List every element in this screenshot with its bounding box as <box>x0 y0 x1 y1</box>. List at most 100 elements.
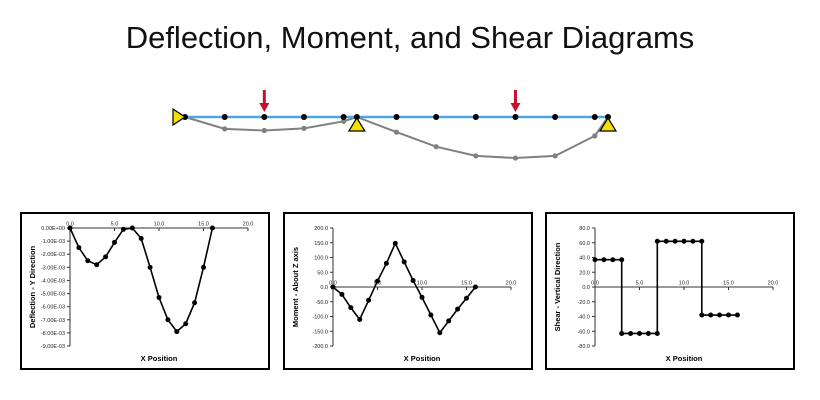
data-point <box>392 240 398 246</box>
beam-node <box>433 114 440 120</box>
data-point <box>339 291 345 297</box>
beam-node <box>552 114 559 120</box>
data-point <box>437 330 443 336</box>
data-point <box>699 238 705 244</box>
deflected-shape-node <box>393 129 400 135</box>
data-point <box>428 312 434 318</box>
y-tick-label: -40.0 <box>577 315 590 321</box>
data-point <box>455 306 461 312</box>
data-point <box>375 278 380 284</box>
y-tick-label: 0.0 <box>582 285 590 291</box>
data-point <box>174 329 180 335</box>
deflected-shape-node <box>433 144 439 150</box>
deflected-shape-node <box>341 118 347 124</box>
deflection-chart: 0.00E+00 -1.00E-03 -2.00E-03 -3.00E-03 -4.00… <box>28 222 254 364</box>
y-tick-label: 60.0 <box>579 241 590 247</box>
y-tick-label: -5.00E-03 <box>41 292 65 298</box>
page-title: Deflection, Moment, and Shear Diagrams <box>125 20 695 55</box>
x-tick-label: 20.0 <box>768 281 779 287</box>
x-tick-label: 0.0 <box>329 281 337 287</box>
data-point <box>610 257 616 263</box>
data-point <box>446 318 452 324</box>
y-tick-label: -8.00E-03 <box>41 331 65 337</box>
support-triangle <box>172 107 187 127</box>
beam-diagram <box>172 90 618 161</box>
data-point <box>654 238 660 244</box>
data-point <box>330 284 336 290</box>
y-tick-label: -7.00E-03 <box>41 318 65 324</box>
data-point <box>690 238 696 244</box>
beam-node <box>591 114 598 120</box>
data-point <box>76 245 82 251</box>
data-point <box>129 225 135 231</box>
shear-chart: 80.060.040.020.00.0-20.0-40.0-60.0-80.00… <box>553 226 779 363</box>
data-point <box>637 330 642 336</box>
x-axis-label: X Position <box>666 354 703 363</box>
data-point <box>472 284 478 290</box>
y-tick-label: -1.00E-03 <box>41 239 65 245</box>
y-tick-label: -100.0 <box>312 315 328 321</box>
data-point <box>94 262 100 268</box>
beam-node <box>393 114 400 120</box>
y-tick-label: -6.00E-03 <box>41 305 65 311</box>
data-point <box>85 258 91 264</box>
x-axis-label: X Position <box>404 354 441 363</box>
data-point <box>663 238 669 244</box>
data-point <box>112 239 117 245</box>
x-tick-label: 0.0 <box>66 222 74 228</box>
beam-node <box>300 114 307 120</box>
series-line <box>332 241 477 335</box>
data-point <box>699 312 705 318</box>
support-triangle <box>347 116 366 132</box>
deflected-shape-node <box>473 153 479 159</box>
x-tick-label: 15.0 <box>198 222 209 228</box>
x-tick-label: 10.0 <box>679 281 690 287</box>
y-tick-label: -50.0 <box>315 300 328 306</box>
data-point <box>619 330 625 336</box>
data-point <box>708 312 714 318</box>
beam-node <box>340 114 347 120</box>
x-tick-label: 5.0 <box>636 281 644 287</box>
series-line <box>69 227 214 333</box>
x-tick-label: 20.0 <box>506 281 517 287</box>
beam-node <box>512 114 519 120</box>
data-point <box>672 238 678 244</box>
data-point <box>601 257 607 263</box>
y-tick-label: -3.00E-03 <box>41 265 65 271</box>
y-tick-label: 0.0 <box>320 285 328 291</box>
data-point <box>410 278 416 284</box>
deflected-shape-node <box>552 153 558 159</box>
x-tick-label: 15.0 <box>723 281 734 287</box>
load-arrow <box>510 90 521 112</box>
x-tick-label: 20.0 <box>243 222 254 228</box>
y-tick-label: 20.0 <box>579 270 590 276</box>
y-tick-label: -4.00E-03 <box>41 278 65 284</box>
data-point <box>156 294 162 300</box>
data-point <box>734 312 740 318</box>
beam-node <box>261 114 268 120</box>
data-point <box>165 317 171 323</box>
y-tick-label: 50.0 <box>317 270 328 276</box>
y-tick-label: -20.0 <box>577 300 590 306</box>
data-point <box>619 257 625 263</box>
deflection-chart-panel: 0.00E+00 -1.00E-03 -2.00E-03 -3.00E-03 -4.00… <box>20 212 270 370</box>
y-tick-label: 150.0 <box>314 241 328 247</box>
y-tick-label: 80.0 <box>579 226 590 232</box>
data-point <box>401 259 407 265</box>
data-point <box>209 225 215 231</box>
data-point <box>192 300 198 306</box>
deflected-shape-node <box>222 126 228 132</box>
data-point <box>645 330 651 336</box>
y-tick-label: 100.0 <box>314 256 328 262</box>
data-point <box>120 226 126 232</box>
beam-node <box>221 114 228 120</box>
y-tick-label: 40.0 <box>579 256 590 262</box>
data-point <box>681 238 687 244</box>
data-point <box>366 297 372 303</box>
data-point <box>138 235 144 241</box>
y-axis-label: Shear - Vertical Direction <box>553 242 562 331</box>
data-point <box>357 316 363 322</box>
deflected-shape-line <box>184 115 609 160</box>
moment-chart: 200.0150.0100.050.00.0-50.0-100.0-150.0-… <box>291 226 517 363</box>
deflected-shape-node <box>512 155 519 161</box>
